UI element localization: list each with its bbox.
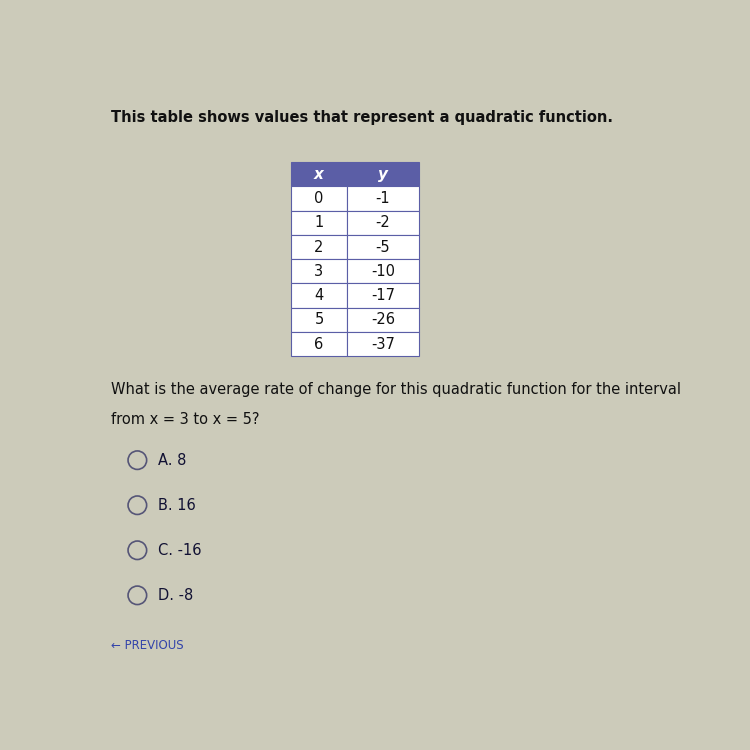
Bar (291, 284, 346, 308)
Bar (291, 308, 346, 332)
Bar (291, 235, 346, 260)
Text: from x = 3 to x = 5?: from x = 3 to x = 5? (111, 413, 260, 428)
Text: 0: 0 (314, 191, 324, 206)
Text: What is the average rate of change for this quadratic function for the interval: What is the average rate of change for t… (111, 382, 681, 398)
Text: A. 8: A. 8 (158, 453, 187, 468)
Bar (291, 332, 346, 356)
Text: -10: -10 (371, 264, 395, 279)
Text: B. 16: B. 16 (158, 498, 196, 513)
Text: 3: 3 (314, 264, 323, 279)
Text: y: y (378, 166, 388, 182)
Bar (346, 211, 419, 235)
Bar (291, 162, 346, 187)
Text: -37: -37 (371, 337, 394, 352)
Text: 2: 2 (314, 239, 324, 254)
Bar (346, 187, 419, 211)
Text: -5: -5 (376, 239, 390, 254)
Text: 6: 6 (314, 337, 323, 352)
Text: 4: 4 (314, 288, 323, 303)
Bar (346, 162, 419, 187)
Text: x: x (314, 166, 324, 182)
Text: ← PREVIOUS: ← PREVIOUS (111, 639, 184, 652)
Bar (346, 284, 419, 308)
Text: -17: -17 (371, 288, 395, 303)
Text: 5: 5 (314, 312, 323, 327)
Text: D. -8: D. -8 (158, 588, 194, 603)
Text: -1: -1 (376, 191, 390, 206)
Text: -26: -26 (371, 312, 395, 327)
Bar (291, 260, 346, 284)
Text: 1: 1 (314, 215, 323, 230)
Bar (346, 308, 419, 332)
Text: C. -16: C. -16 (158, 543, 202, 558)
Bar (346, 260, 419, 284)
Bar (291, 211, 346, 235)
Bar (346, 235, 419, 260)
Bar (346, 332, 419, 356)
Text: -2: -2 (376, 215, 390, 230)
Bar (291, 187, 346, 211)
Text: This table shows values that represent a quadratic function.: This table shows values that represent a… (111, 110, 614, 125)
